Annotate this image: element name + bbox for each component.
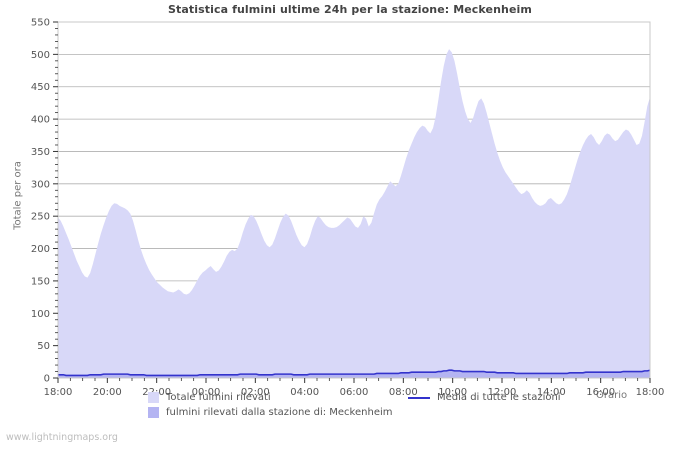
legend-label-station: fulmini rilevati dalla stazione di: Meck…: [166, 407, 393, 418]
area-total: [58, 49, 650, 378]
y-tick-label: 300: [31, 179, 50, 190]
legend-item-mean: Media di tutte le stazioni: [408, 392, 561, 403]
line-mean: [58, 369, 651, 377]
chart-title: Statistica fulmini ultime 24h per la sta…: [168, 3, 532, 16]
x-tick-label: 02:00: [241, 387, 270, 398]
legend-item-station: fulmini rilevati dalla stazione di: Meck…: [148, 407, 393, 418]
x-tick-label: 04:00: [290, 387, 319, 398]
x-tick-label: 16:00: [586, 387, 615, 398]
x-tick-label: 10:00: [438, 387, 467, 398]
x-axis-label: Orario: [596, 390, 628, 401]
y-tick-label: 500: [31, 50, 50, 61]
x-tick-label: 14:00: [537, 387, 566, 398]
watermark: www.lightningmaps.org: [6, 432, 118, 443]
y-tick-label: 450: [31, 82, 50, 93]
x-tick-label: 06:00: [340, 387, 369, 398]
x-tick-label: 00:00: [192, 387, 221, 398]
x-tick-label: 08:00: [389, 387, 418, 398]
y-tick-label: 100: [31, 309, 50, 320]
legend-swatch-station: [148, 407, 159, 418]
chart-legend: Totale fulmini rilevati fulmini rilevati…: [0, 392, 700, 426]
y-tick-label: 400: [31, 115, 50, 126]
legend-swatch-mean: [408, 396, 430, 399]
legend-swatch-total: [148, 392, 159, 403]
y-tick-label: 0: [44, 374, 50, 385]
x-tick-label: 20:00: [93, 387, 122, 398]
y-tick-label: 250: [31, 212, 50, 223]
x-tick-label: 18:00: [44, 387, 73, 398]
legend-label-total: Totale fulmini rilevati: [166, 392, 271, 403]
y-tick-label: 550: [31, 18, 50, 29]
x-tick-label: 18:00: [636, 387, 665, 398]
legend-label-mean: Media di tutte le stazioni: [437, 392, 561, 403]
y-tick-label: 50: [37, 341, 50, 352]
area-station: [58, 370, 650, 378]
legend-item-total: Totale fulmini rilevati: [148, 392, 271, 403]
y-tick-label: 200: [31, 244, 50, 255]
y-tick-label: 350: [31, 147, 50, 158]
x-tick-label: 12:00: [488, 387, 517, 398]
y-tick-label: 150: [31, 276, 50, 287]
